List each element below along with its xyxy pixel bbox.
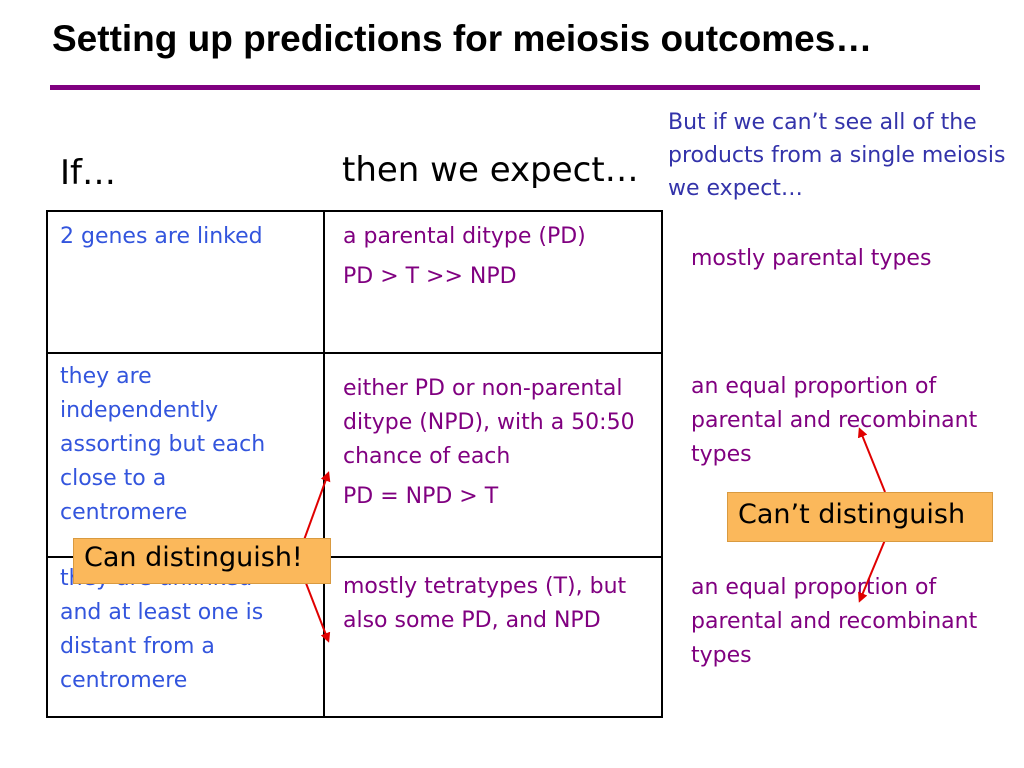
arrow-up-left <box>303 471 331 541</box>
side-note: But if we can’t see all of the products … <box>668 110 1006 201</box>
title-divider <box>50 85 980 90</box>
prediction-table: 2 genes are linked a parental ditype (PD… <box>46 210 663 718</box>
if-header: If… <box>60 153 116 193</box>
cant-distinguish-callout: Can’t distinguish <box>727 492 993 542</box>
single-meiosis-row-2: an equal proportion of parental and reco… <box>691 374 978 468</box>
table-row-2-expect: either PD or non-parental ditype (NPD), … <box>343 372 643 514</box>
table-row-1-expect-line-2: PD > T >> NPD <box>343 264 517 290</box>
single-meiosis-row-1: mostly parental types <box>691 246 932 271</box>
table-row-divider <box>48 556 661 558</box>
arrow-down-right <box>858 539 886 603</box>
slide-title: Setting up predictions for meiosis outco… <box>52 18 873 59</box>
table-row-divider <box>48 352 661 354</box>
table-row-1-expect-line-1: a parental ditype (PD) <box>343 224 586 249</box>
table-column-divider <box>323 212 325 716</box>
can-distinguish-callout: Can distinguish! <box>73 538 331 584</box>
table-row-3-expect: mostly tetratypes (T), but also some PD,… <box>343 570 638 638</box>
table-row-3-expect-line-1: mostly tetratypes (T), but also some PD,… <box>343 574 627 634</box>
single-meiosis-row-3: an equal proportion of parental and reco… <box>691 575 978 669</box>
then-header: then we expect… <box>342 150 639 190</box>
table-row-2-expect-line-2: PD = NPD > T <box>343 484 499 510</box>
table-row-2-condition: they are independently assorting but eac… <box>60 364 266 526</box>
arrow-up-right <box>857 427 886 493</box>
table-row-1-condition: 2 genes are linked <box>60 224 263 249</box>
arrow-down-left <box>303 577 331 643</box>
table-row-2-expect-line-1: either PD or non-parental ditype (NPD), … <box>343 376 635 470</box>
table-row-1-expect: a parental ditype (PD) PD > T >> NPD <box>343 220 643 294</box>
table-row-3-condition: they are unlinked and at least one is di… <box>60 566 264 694</box>
